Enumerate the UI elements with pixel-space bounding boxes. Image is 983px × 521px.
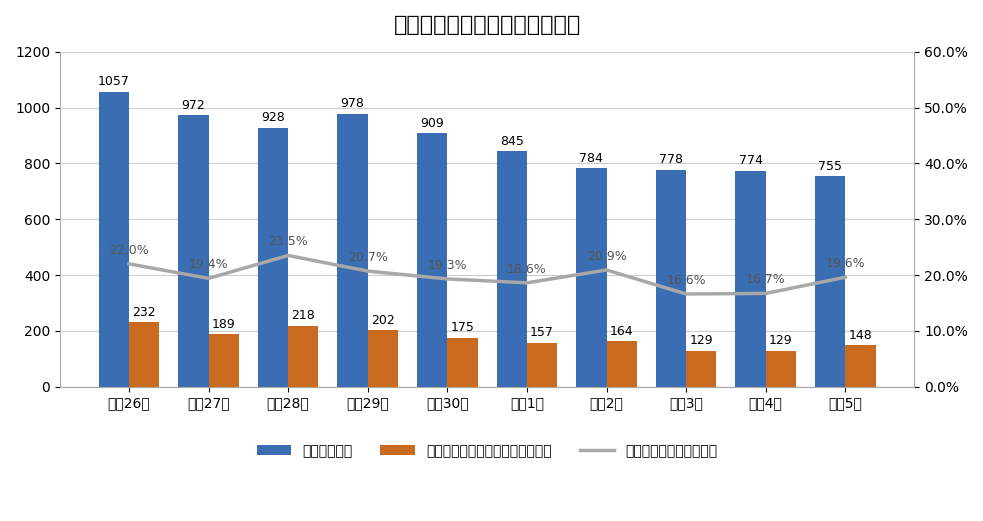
Text: 909: 909 — [421, 117, 444, 130]
交通事故（道路）の割合 — [839, 274, 851, 280]
交通事故（道路）の割合 — [362, 268, 374, 274]
Title: 交通労働災害の死亡割合の推移: 交通労働災害の死亡割合の推移 — [393, 15, 581, 35]
Bar — [337, 114, 368, 387]
Bar — [766, 351, 796, 387]
Text: 129: 129 — [689, 334, 713, 348]
Bar — [208, 334, 239, 387]
Bar — [527, 343, 557, 387]
Text: 845: 845 — [500, 134, 524, 147]
Bar — [178, 116, 208, 387]
Legend: 死亡者数全体, 交通事故（道路）による死亡者数, 交通事故（道路）の割合: 死亡者数全体, 交通事故（道路）による死亡者数, 交通事故（道路）の割合 — [251, 438, 723, 463]
Text: 164: 164 — [609, 325, 633, 338]
Bar — [417, 133, 447, 387]
Text: 19.6%: 19.6% — [826, 257, 865, 270]
Text: 755: 755 — [818, 159, 842, 172]
Bar — [735, 171, 766, 387]
Text: 20.7%: 20.7% — [348, 251, 387, 264]
Text: 774: 774 — [738, 154, 763, 167]
Bar — [98, 92, 129, 387]
Text: 148: 148 — [848, 329, 872, 342]
Text: 129: 129 — [769, 334, 792, 348]
交通事故（道路）の割合 — [680, 291, 692, 297]
Text: 778: 778 — [659, 153, 683, 166]
Text: 22.0%: 22.0% — [109, 244, 148, 257]
Text: 784: 784 — [579, 152, 604, 165]
Text: 202: 202 — [371, 314, 395, 327]
Text: 175: 175 — [450, 321, 475, 334]
Text: 978: 978 — [341, 97, 365, 110]
Text: 189: 189 — [211, 317, 236, 330]
Text: 18.6%: 18.6% — [507, 263, 547, 276]
交通事故（道路）の割合 — [441, 276, 453, 282]
Bar — [607, 341, 637, 387]
Text: 232: 232 — [133, 305, 156, 318]
Bar — [576, 168, 607, 387]
Bar — [686, 351, 717, 387]
Text: 19.4%: 19.4% — [189, 258, 228, 271]
Text: 16.6%: 16.6% — [666, 274, 706, 287]
交通事故（道路）の割合 — [123, 260, 135, 267]
Bar — [368, 330, 398, 387]
交通事故（道路）の割合 — [202, 275, 214, 281]
交通事故（道路）の割合 — [601, 267, 612, 273]
Text: 1057: 1057 — [98, 76, 130, 89]
Bar — [815, 176, 845, 387]
Text: 218: 218 — [291, 309, 316, 322]
Bar — [656, 169, 686, 387]
Text: 972: 972 — [182, 99, 205, 112]
Bar — [496, 151, 527, 387]
交通事故（道路）の割合 — [760, 290, 772, 296]
交通事故（道路）の割合 — [282, 252, 294, 258]
Line: 交通事故（道路）の割合: 交通事故（道路）の割合 — [129, 255, 845, 294]
Bar — [845, 345, 876, 387]
Text: 928: 928 — [261, 111, 285, 125]
交通事故（道路）の割合 — [521, 280, 533, 286]
Text: 157: 157 — [530, 327, 554, 340]
Bar — [447, 338, 478, 387]
Text: 16.7%: 16.7% — [746, 273, 785, 286]
Text: 20.9%: 20.9% — [587, 250, 626, 263]
Text: 23.5%: 23.5% — [268, 235, 308, 248]
Bar — [258, 128, 288, 387]
Bar — [288, 326, 318, 387]
Text: 19.3%: 19.3% — [428, 258, 467, 271]
Bar — [129, 322, 159, 387]
